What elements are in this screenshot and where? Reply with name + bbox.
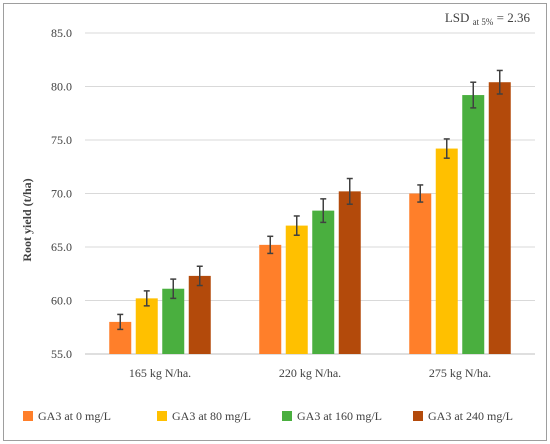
x-tick-label: 275 kg N/ha. bbox=[429, 366, 491, 380]
error-bar bbox=[267, 235, 274, 255]
gridlines bbox=[85, 32, 535, 355]
bar bbox=[109, 321, 132, 354]
bar bbox=[338, 191, 361, 354]
y-tick-label: 85.0 bbox=[51, 26, 72, 40]
error-bar bbox=[196, 265, 203, 287]
y-tick-label: 75.0 bbox=[51, 133, 72, 147]
legend-item: GA3 at 160 mg/L bbox=[282, 409, 382, 423]
bar bbox=[188, 275, 211, 354]
y-tick-label: 65.0 bbox=[51, 240, 72, 254]
error-bar bbox=[143, 290, 150, 307]
bar bbox=[285, 225, 308, 354]
bar bbox=[409, 193, 432, 354]
bar bbox=[259, 244, 282, 354]
bar bbox=[435, 148, 458, 354]
legend-label: GA3 at 160 mg/L bbox=[297, 409, 382, 423]
y-tick-label: 80.0 bbox=[51, 80, 72, 94]
error-bar bbox=[443, 138, 450, 159]
error-bar bbox=[417, 184, 424, 203]
bar bbox=[312, 210, 335, 354]
legend: GA3 at 0 mg/L GA3 at 80 mg/L GA3 at 160 mg… bbox=[23, 409, 513, 423]
error-bars bbox=[117, 69, 503, 331]
legend-label: GA3 at 80 mg/L bbox=[172, 409, 251, 423]
legend-label: GA3 at 0 mg/L bbox=[38, 409, 111, 423]
legend-item: GA3 at 0 mg/L bbox=[23, 409, 111, 423]
lsd-annotation: LSD at 5% = 2.36 bbox=[445, 10, 531, 28]
x-tick-labels: 165 kg N/ha. 220 kg N/ha. 275 kg N/ha. bbox=[129, 366, 491, 380]
error-bar bbox=[320, 198, 327, 224]
y-tick-label: 55.0 bbox=[51, 347, 72, 361]
legend-item: GA3 at 80 mg/L bbox=[157, 409, 251, 423]
bar bbox=[462, 95, 485, 354]
legend-swatch bbox=[413, 411, 423, 421]
error-bar bbox=[346, 177, 353, 205]
y-tick-label: 70.0 bbox=[51, 187, 72, 201]
bars bbox=[109, 82, 511, 354]
error-bar bbox=[170, 278, 177, 300]
bar bbox=[488, 82, 511, 354]
y-axis-label: Root yield (t/ha) bbox=[20, 178, 34, 261]
legend-swatch bbox=[282, 411, 292, 421]
legend-swatch bbox=[157, 411, 167, 421]
x-tick-label: 220 kg N/ha. bbox=[279, 366, 341, 380]
error-bar bbox=[470, 81, 477, 109]
legend-item: GA3 at 240 mg/L bbox=[413, 409, 513, 423]
bar bbox=[135, 298, 158, 354]
legend-swatch bbox=[23, 411, 33, 421]
error-bar bbox=[496, 69, 503, 95]
legend-label: GA3 at 240 mg/L bbox=[428, 409, 513, 423]
error-bar bbox=[117, 313, 124, 331]
bar bbox=[162, 288, 185, 354]
error-bar bbox=[293, 215, 300, 236]
y-tick-labels: 55.0 60.0 65.0 70.0 75.0 80.0 85.0 bbox=[51, 26, 72, 361]
y-tick-label: 60.0 bbox=[51, 294, 72, 308]
x-tick-label: 165 kg N/ha. bbox=[129, 366, 191, 380]
